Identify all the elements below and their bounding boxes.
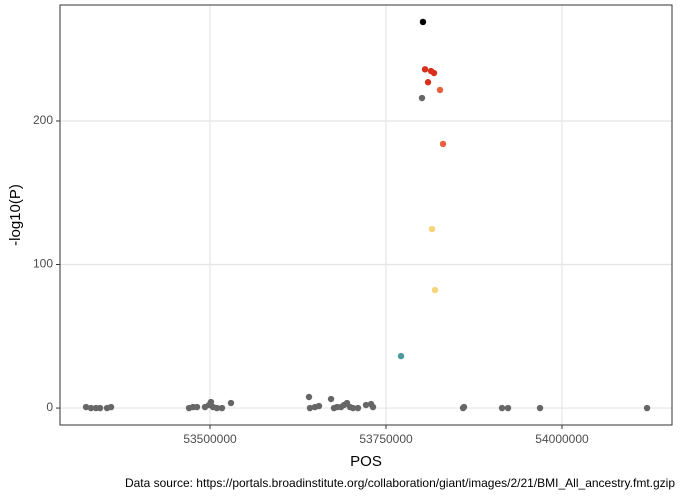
panel	[60, 5, 672, 425]
point	[536, 404, 544, 412]
point	[362, 401, 370, 409]
point	[96, 404, 104, 412]
point	[498, 404, 506, 412]
point	[107, 403, 115, 411]
point	[213, 404, 221, 412]
y-tick-label: 200	[33, 113, 53, 127]
x-tick-label: 53500000	[183, 432, 237, 446]
y-tick-label: 0	[46, 400, 53, 414]
grid	[60, 5, 672, 425]
point	[397, 352, 405, 360]
point	[218, 404, 226, 412]
x-axis-title: POS	[350, 453, 382, 470]
point	[431, 286, 439, 294]
point	[643, 404, 651, 412]
point	[424, 79, 432, 86]
point	[419, 18, 427, 26]
y-tick-label: 100	[33, 257, 53, 271]
y-axis-title: -log10(P)	[7, 184, 24, 246]
point	[327, 395, 335, 403]
point	[193, 403, 201, 411]
point	[315, 402, 323, 410]
point	[305, 393, 313, 401]
points	[82, 18, 651, 412]
point	[82, 403, 90, 411]
x-tick-label: 53750000	[359, 432, 413, 446]
point	[439, 140, 447, 148]
point	[87, 404, 95, 412]
point	[436, 86, 444, 94]
point	[207, 398, 215, 406]
point	[354, 404, 362, 412]
point	[349, 404, 357, 412]
point	[460, 403, 468, 411]
point	[504, 404, 512, 412]
x-tick-label: 54000000	[535, 432, 589, 446]
point	[421, 66, 429, 73]
point	[306, 404, 314, 412]
point	[369, 403, 377, 411]
caption: Data source: https://portals.broadinstit…	[125, 476, 675, 490]
point	[227, 399, 235, 407]
panel-border	[59, 4, 673, 426]
point	[430, 69, 438, 77]
point	[428, 225, 436, 233]
point	[418, 94, 426, 102]
